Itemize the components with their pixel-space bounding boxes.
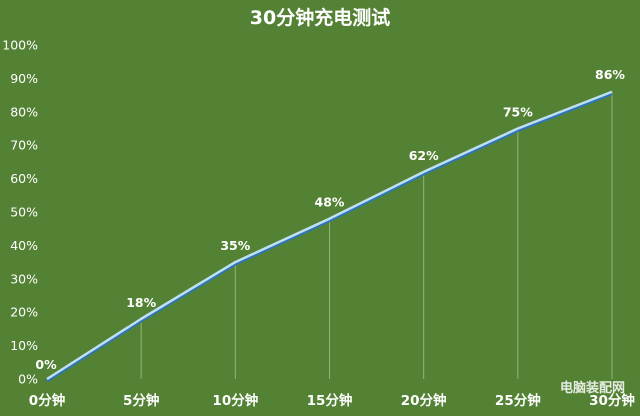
series-line-shadow <box>46 92 613 383</box>
data-label: 0% <box>35 357 57 372</box>
drop-lines <box>140 91 613 379</box>
y-tick-label: 50% <box>10 205 38 220</box>
series-line <box>46 90 613 381</box>
y-tick-label: 20% <box>10 305 38 320</box>
y-tick-label: 60% <box>10 171 38 186</box>
y-tick-label: 100% <box>2 38 38 53</box>
x-tick-label: 10分钟 <box>212 392 258 409</box>
x-tick-label: 15分钟 <box>307 392 353 409</box>
y-axis: 0% 10% 20% 30% 40% 50% 60% 70% 80% 90% 100% <box>2 38 38 387</box>
y-tick-label: 10% <box>10 338 38 353</box>
x-tick-label: 5分钟 <box>123 392 159 409</box>
data-label: 62% <box>409 148 439 163</box>
x-tick-label: 30分钟 <box>589 392 635 409</box>
chart-title: 30分钟充电测试 <box>250 6 390 29</box>
data-label: 35% <box>220 238 250 253</box>
y-tick-label: 90% <box>10 71 38 86</box>
y-tick-label: 40% <box>10 238 38 253</box>
y-tick-label: 70% <box>10 138 38 153</box>
x-tick-label: 25分钟 <box>495 392 541 409</box>
x-tick-label: 0分钟 <box>29 392 65 409</box>
data-label: 86% <box>595 67 625 82</box>
x-tick-label: 20分钟 <box>401 392 447 409</box>
y-tick-label: 80% <box>10 104 38 119</box>
x-axis: 0分钟 5分钟 10分钟 15分钟 20分钟 25分钟 30分钟 <box>29 392 635 409</box>
data-labels: 0% 18% 35% 48% 62% 75% 86% <box>35 67 625 372</box>
data-label: 48% <box>315 195 345 210</box>
watermark: 电脑装配网 <box>560 380 625 396</box>
data-label: 18% <box>126 295 156 310</box>
y-tick-label: 0% <box>18 372 38 387</box>
data-label: 75% <box>503 105 533 120</box>
y-tick-label: 30% <box>10 271 38 286</box>
